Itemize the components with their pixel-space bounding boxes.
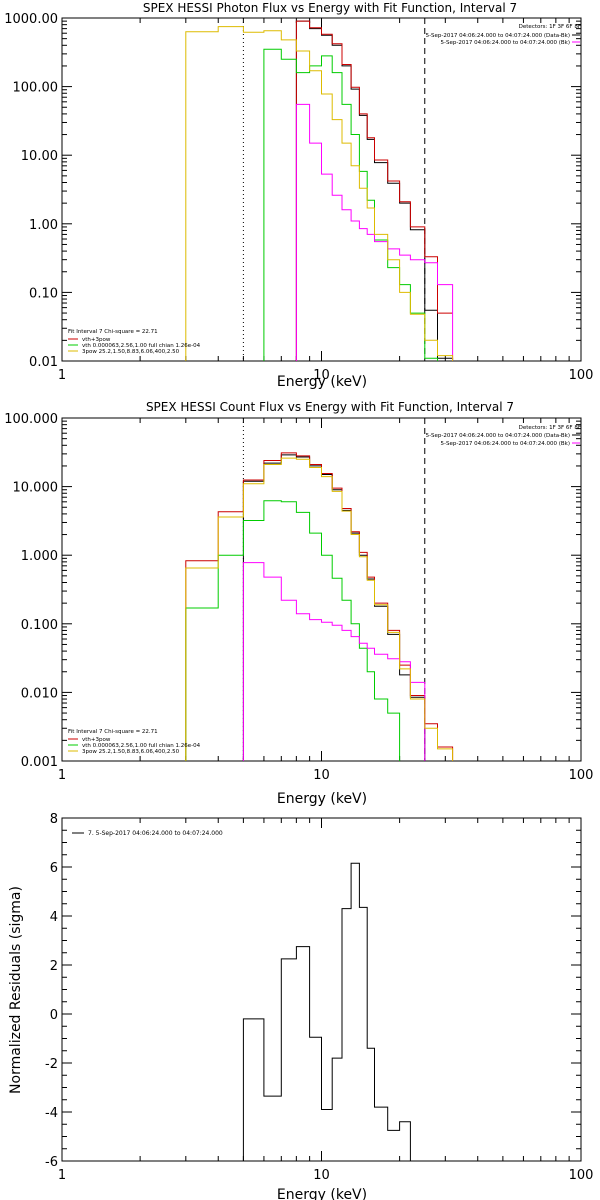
residuals-legend: 7. 5-Sep-2017 04:06:24.000 to 04:07:24.0… (72, 830, 223, 837)
residuals-x-tick-label-10: 10 (313, 1168, 330, 1183)
count-flux-title: SPEX HESSI Count Flux vs Energy with Fit… (146, 400, 514, 414)
photon-flux-x-tick-label-1: 1 (58, 368, 66, 383)
photon-flux-info-row2: 5-Sep-2017 04:06:24.000 to 04:07:24.000 … (441, 40, 571, 46)
photon-flux-y-tick-label-100-00: 100.00 (13, 81, 59, 96)
photon-flux-legend-item-0: vth+3pow (82, 337, 111, 343)
residuals-x-tick-label-100: 100 (569, 1168, 594, 1183)
count-flux-y-tick-label-0-010: 0.010 (21, 686, 58, 701)
residuals-y-tick-label-4: -4 (45, 1106, 58, 1121)
residuals-y-tick-label-8: 8 (50, 812, 58, 827)
count-flux-series-line-4 (185, 457, 454, 761)
photon-flux-y-tick-label-1000-00: 1000.00 (4, 12, 58, 27)
count-flux-axis-ticks (61, 418, 581, 762)
residuals-axis-ticks (61, 817, 581, 1162)
count-flux-info-block: Detectors: 1F 3F 6F 8F 5-Sep-2017 04:06:… (426, 425, 581, 447)
count-flux-legend-item-2: 3pow 25.2,1.50,8.83,6.06,400,2.50 (82, 749, 180, 755)
count-flux-series-3pow-25-2-1-50-8-83-6-06 (242, 562, 426, 761)
photon-flux-legend-item-2: 3pow 25.2,1.50,8.83,6.06,400,2.50 (82, 349, 180, 355)
count-flux-legend-item-0: vth+3pow (82, 737, 111, 743)
count-flux-panel: SPEX HESSI Count Flux vs Energy with Fit… (4, 400, 593, 807)
count-flux-series-vth-3pow (185, 452, 454, 761)
count-flux-x-axis-label: Energy (keV) (277, 791, 367, 807)
count-flux-y-tick-label-1-000: 1.000 (21, 549, 58, 564)
count-flux-series-vth-0-000063-2-56-1-00-f (185, 500, 401, 761)
photon-flux-x-axis-label: Energy (keV) (277, 374, 367, 390)
count-flux-legend-item-1: vth 0.000063,2.56,1.00 full chian 1.26e-… (82, 743, 201, 749)
residuals-y-tick-label-2: -2 (45, 1057, 58, 1072)
photon-flux-x-tick-label-10: 10 (313, 368, 330, 383)
photon-flux-axis-ticks (61, 18, 581, 362)
count-flux-x-tick-label-100: 100 (569, 768, 594, 783)
photon-flux-series-line-0 (295, 20, 454, 361)
count-flux-series-line-0 (242, 454, 426, 761)
residuals-y-tick-label-6: 6 (50, 861, 58, 876)
photon-flux-info-row1: 5-Sep-2017 04:06:24.000 to 04:07:24.000 … (426, 33, 570, 39)
residuals-series (242, 862, 425, 1162)
photon-flux-plot-frame (61, 17, 582, 362)
count-flux-x-tick-label-1: 1 (58, 768, 66, 783)
residuals-y-tick-label-0: 0 (50, 1008, 58, 1023)
count-flux-x-tick-label-10: 10 (313, 768, 330, 783)
photon-flux-y-tick-label-1-00: 1.00 (29, 218, 58, 233)
residuals-panel: 1 10 100 8 6 4 2 0 -2 -4 -6 7. 5-Sep-2017 04:06:24… (8, 812, 593, 1200)
photon-flux-detectors: Detectors: 1F 3F 6F 8F (519, 24, 581, 30)
residuals-tick-labels: 1 10 100 8 6 4 2 0 -2 -4 -6 (45, 812, 593, 1183)
photon-flux-y-tick-label-0-01: 0.01 (29, 355, 58, 370)
count-flux-legend-header: Fit Interval 7 Chi-square = 22.71 (68, 729, 158, 735)
residuals-x-axis-label: Energy (keV) (277, 1187, 367, 1200)
residuals-y-tick-label-4: 4 (50, 910, 58, 925)
photon-flux-x-tick-label-100: 100 (569, 368, 594, 383)
photon-flux-title: SPEX HESSI Photon Flux vs Energy with Fi… (143, 1, 517, 15)
photon-flux-info-block: Detectors: 1F 3F 6F 8F 5-Sep-2017 04:06:… (426, 24, 581, 46)
count-flux-energy-markers (242, 418, 426, 761)
photon-flux-y-tick-label-10-00: 10.00 (21, 149, 58, 164)
photon-flux-series-3pow-25-2-1-50-8-83-6-06 (295, 103, 454, 361)
photon-flux-y-tick-label-0-10: 0.10 (29, 286, 58, 301)
residuals-series-7-5-sep-2017-04-06-24-00 (242, 862, 425, 1162)
photon-flux-energy-markers (242, 18, 426, 361)
photon-flux-legend-item-1: vth 0.000063,2.56,1.00 full chian 1.26e-… (82, 343, 201, 349)
count-flux-info-row2: 5-Sep-2017 04:06:24.000 to 04:07:24.000 … (441, 441, 571, 447)
residuals-x-tick-label-1: 1 (58, 1168, 66, 1183)
residuals-y-tick-label-6: -6 (45, 1155, 58, 1170)
count-flux-series (185, 452, 454, 761)
residuals-legend-item: 7. 5-Sep-2017 04:06:24.000 to 04:07:24.0… (88, 830, 223, 837)
count-flux-y-tick-label-100-000: 100.000 (4, 412, 58, 427)
photon-flux-tick-labels: 1 10 100 1000.00 100.00 10.00 1.00 0.10 0.01 (4, 12, 593, 383)
count-flux-tick-labels: 1 10 100 100.000 10.000 1.000 0.100 0.010 0.001 (4, 412, 593, 783)
count-flux-legend: Fit Interval 7 Chi-square = 22.71 vth+3p… (68, 729, 201, 755)
residuals-y-axis-label: Normalized Residuals (sigma) (8, 886, 24, 1094)
residuals-y-tick-label-2: 2 (50, 959, 58, 974)
photon-flux-legend: Fit Interval 7 Chi-square = 22.71 vth+3p… (68, 329, 201, 355)
photon-flux-legend-header: Fit Interval 7 Chi-square = 22.71 (68, 329, 158, 335)
count-flux-y-tick-label-0-001: 0.001 (21, 755, 58, 770)
photon-flux-series (185, 20, 454, 361)
count-flux-y-tick-label-0-100: 0.100 (21, 618, 58, 633)
photon-flux-series-vth-3pow (295, 20, 453, 361)
count-flux-detectors: Detectors: 1F 3F 6F 8F (519, 425, 581, 431)
photon-flux-series-vth-0-000063-2-56-1-00-f (263, 48, 438, 361)
count-flux-y-tick-label-10-000: 10.000 (13, 481, 59, 496)
photon-flux-panel: SPEX HESSI Photon Flux vs Energy with Fi… (4, 1, 593, 390)
photon-flux-series-line-4 (185, 26, 454, 361)
count-flux-info-row1: 5-Sep-2017 04:06:24.000 to 04:07:24.000 … (426, 433, 570, 439)
